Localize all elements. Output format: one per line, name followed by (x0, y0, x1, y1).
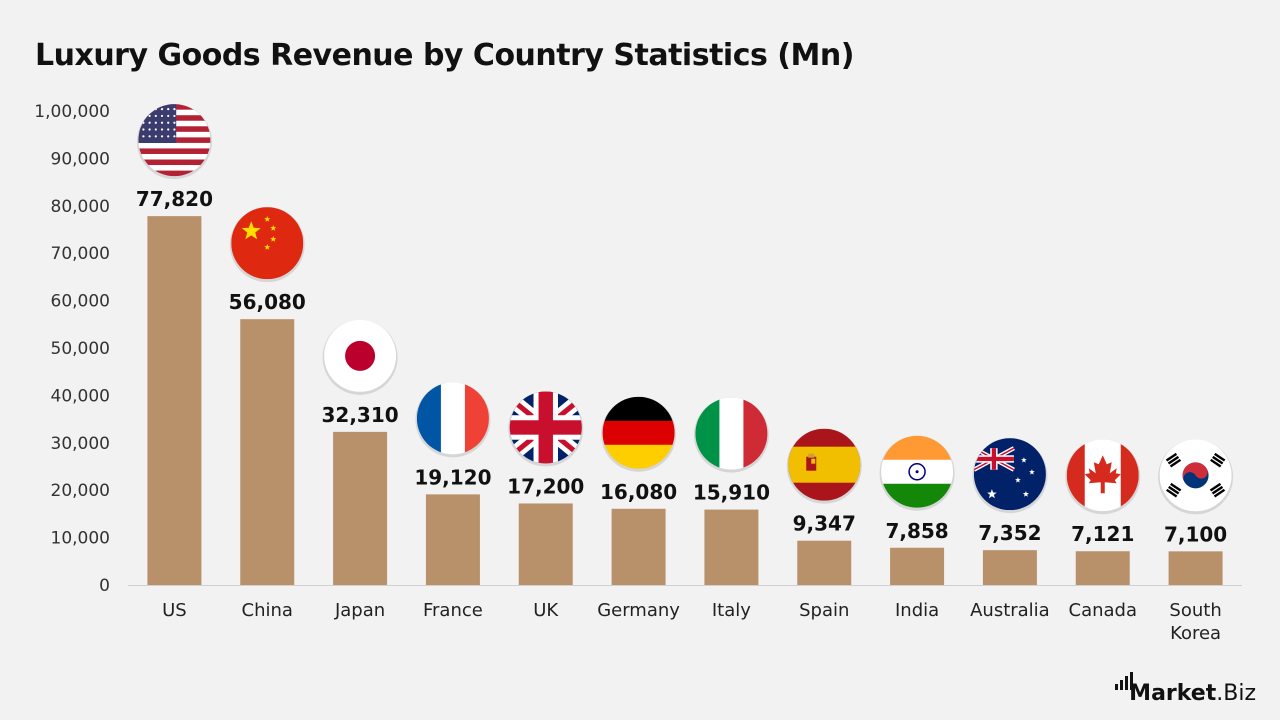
x-tick-label: India (895, 600, 939, 621)
bar-germany (611, 508, 666, 585)
australia-flag-icon (972, 438, 1048, 514)
data-label: 9,347 (793, 512, 856, 536)
bar-south-korea (1168, 551, 1223, 585)
south-korea-flag-icon (1158, 439, 1234, 515)
bar-australia (982, 550, 1037, 585)
y-tick-label: 60,000 (51, 292, 110, 312)
bar-china (240, 319, 295, 585)
x-tick-label: France (423, 600, 483, 621)
uk-flag-icon (508, 391, 584, 467)
brand-suffix: .Biz (1216, 681, 1256, 706)
x-tick-label: Germany (597, 600, 680, 621)
x-tick-label: Australia (970, 600, 1050, 621)
bar-india (890, 547, 945, 585)
x-tick-label: Canada (1069, 600, 1138, 621)
italy-flag-icon (693, 397, 769, 473)
x-tick-label: UK (533, 600, 559, 621)
data-label: 15,910 (693, 481, 770, 505)
data-label: 7,121 (1071, 522, 1134, 546)
canada-flag-icon (1065, 439, 1141, 515)
x-tick-label: Japan (334, 600, 385, 621)
y-tick-label: 20,000 (51, 481, 110, 501)
bar-us (147, 216, 202, 586)
bar-italy (704, 509, 759, 585)
india-flag-icon (879, 435, 955, 511)
china-flag-icon (229, 207, 305, 283)
germany-flag-icon (601, 396, 677, 472)
bar-uk (518, 503, 573, 585)
chart-title: Luxury Goods Revenue by Country Statisti… (35, 38, 854, 73)
x-tick-label: US (162, 600, 187, 621)
us-flag-icon (136, 104, 212, 180)
y-tick-label: 40,000 (51, 386, 110, 406)
y-tick-label: 80,000 (51, 197, 110, 217)
x-tick-label: Italy (712, 600, 751, 621)
data-label: 32,310 (321, 403, 398, 427)
y-tick-label: 10,000 (51, 529, 110, 549)
bar-france (425, 494, 480, 585)
y-tick-label: 1,00,000 (34, 102, 110, 122)
bar-spain (797, 540, 852, 585)
data-label: 7,100 (1164, 522, 1227, 546)
spain-flag-icon (786, 428, 862, 504)
data-label: 56,080 (229, 290, 306, 314)
y-tick-label: 0 (99, 576, 110, 596)
y-tick-label: 30,000 (51, 434, 110, 454)
data-label: 7,352 (978, 521, 1041, 545)
data-label: 77,820 (136, 187, 213, 211)
brand-name: Market (1129, 681, 1217, 706)
france-flag-icon (415, 382, 491, 458)
x-tick-label: Spain (799, 600, 849, 621)
y-tick-label: 90,000 (51, 149, 110, 169)
x-tick-label: South Korea (1169, 600, 1221, 644)
data-label: 7,858 (885, 519, 948, 543)
data-label: 19,120 (414, 465, 491, 489)
y-tick-label: 50,000 (51, 339, 110, 359)
japan-flag-icon (322, 319, 398, 395)
brand-logo: Market .Biz (1115, 672, 1256, 706)
data-label: 17,200 (507, 474, 584, 498)
x-tick-label: China (242, 600, 293, 621)
bar-japan (333, 431, 388, 585)
brand-bars-icon (1115, 672, 1134, 690)
y-tick-label: 70,000 (51, 244, 110, 264)
data-label: 16,080 (600, 480, 677, 504)
bar-canada (1075, 551, 1130, 585)
